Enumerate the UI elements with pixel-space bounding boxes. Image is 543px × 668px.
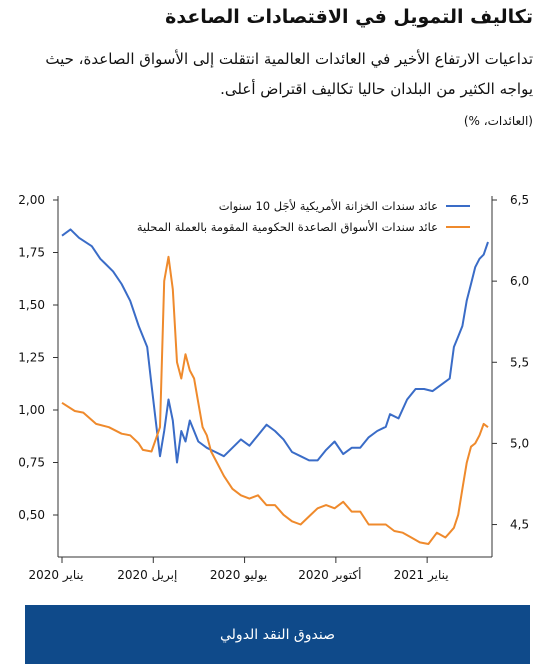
chart-title: تكاليف التمويل في الاقتصادات الصاعدة [165,6,533,28]
left-tick-label: 0,75 [18,456,45,470]
left-tick-label: 1,50 [18,298,45,312]
legend-label-us-treasury: عائد سندات الخزانة الأمريكية لأجَل 10 سن… [219,199,438,214]
left-tick-label: 1,25 [18,351,45,365]
x-tick-label: يناير 2020 [29,568,84,583]
left-tick-label: 0,50 [18,508,45,522]
right-tick-label: 5,0 [510,436,529,450]
right-tick-label: 6,5 [510,193,529,207]
left-tick-label: 1,00 [18,403,45,417]
right-tick-label: 6,0 [510,274,529,288]
legend-label-em-local: عائد سندات الأسواق الصاعدة الحكومية المق… [137,220,438,235]
footer-label: صندوق النقد الدولي [220,626,335,643]
em-local-line [61,255,489,545]
x-tick-label: يناير 2021 [394,568,449,583]
x-tick-label: يوليو 2020 [210,568,267,583]
chart: 0,50 0,75 1,00 1,25 1,50 1,75 2,00 4,5 5,0 5,5 6,0… [18,193,529,583]
us-treasury-line [61,228,489,464]
units-label: (العائدات، %) [463,114,533,128]
footer-bar: صندوق النقد الدولي [25,605,530,664]
left-tick-label: 1,75 [18,246,45,260]
right-tick-label: 4,5 [510,518,529,532]
x-tick-label: أكتوبر 2020 [298,567,361,583]
x-tick-label: إبريل 2020 [117,568,177,583]
left-tick-label: 2,00 [18,193,45,207]
right-tick-label: 5,5 [510,355,529,369]
chart-subtitle: تداعيات الارتفاع الأخير في العائدات العا… [45,50,533,98]
